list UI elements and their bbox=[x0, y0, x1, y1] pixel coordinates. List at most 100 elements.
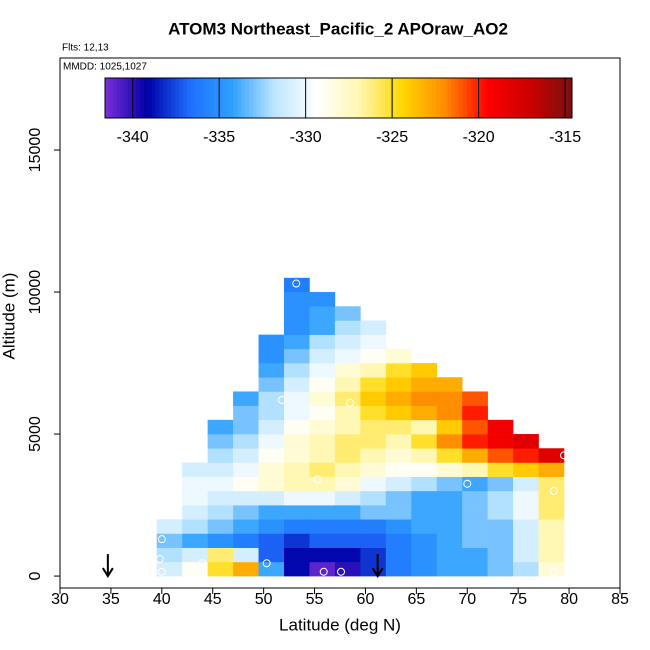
cell bbox=[309, 561, 336, 577]
cell bbox=[207, 490, 234, 506]
x-tick-label: 45 bbox=[204, 591, 222, 608]
cell bbox=[156, 561, 183, 577]
cell bbox=[436, 434, 463, 449]
cell bbox=[538, 476, 565, 492]
cell bbox=[360, 334, 387, 350]
cell bbox=[284, 448, 310, 463]
arrow-head bbox=[371, 567, 384, 578]
colorbar-tick-label: -325 bbox=[376, 129, 408, 146]
colorbar-swatch bbox=[552, 78, 557, 118]
colorbar-swatch bbox=[159, 78, 164, 118]
cell bbox=[462, 505, 488, 520]
colorbar-swatch bbox=[108, 78, 114, 118]
cell bbox=[309, 391, 336, 406]
cell bbox=[360, 519, 387, 534]
colorbar-swatch bbox=[443, 78, 448, 118]
cell bbox=[156, 519, 183, 534]
cell bbox=[411, 533, 438, 548]
colorbar-swatch bbox=[420, 78, 425, 118]
profile-point bbox=[157, 567, 166, 576]
colorbar-swatch bbox=[509, 78, 515, 118]
colorbar-swatch bbox=[136, 78, 141, 118]
colorbar-swatch bbox=[536, 78, 542, 118]
cell bbox=[182, 547, 208, 563]
y-tick-label: 0 bbox=[27, 572, 44, 581]
cell bbox=[411, 434, 438, 449]
cell bbox=[207, 519, 234, 534]
cell bbox=[360, 405, 387, 421]
cell bbox=[284, 320, 310, 335]
arrow-head bbox=[102, 567, 114, 578]
cell bbox=[182, 519, 208, 534]
colorbar-swatch bbox=[315, 78, 320, 118]
colorbar-swatch bbox=[568, 78, 573, 118]
colorbar-swatch bbox=[424, 78, 429, 118]
cell bbox=[436, 505, 463, 520]
cell bbox=[436, 490, 463, 506]
cell bbox=[334, 490, 361, 506]
cell bbox=[385, 476, 412, 492]
cell bbox=[284, 434, 310, 449]
cell bbox=[233, 519, 259, 534]
cell bbox=[538, 448, 565, 463]
cell bbox=[233, 419, 259, 435]
cell bbox=[258, 561, 285, 577]
cell bbox=[309, 434, 336, 449]
colorbar-swatch bbox=[439, 78, 445, 118]
chart-title: ATOM3 Northeast_Pacific_2 APOraw_AO2 bbox=[168, 19, 508, 38]
cell bbox=[258, 448, 285, 463]
arrow bbox=[371, 554, 384, 578]
cell bbox=[207, 462, 234, 477]
colorbar-swatch bbox=[284, 78, 289, 118]
cell bbox=[182, 533, 208, 548]
cell bbox=[284, 348, 310, 364]
cell bbox=[436, 561, 463, 577]
cell bbox=[258, 363, 285, 378]
cell bbox=[334, 462, 361, 477]
cell bbox=[284, 547, 310, 563]
colorbar-swatch bbox=[455, 78, 460, 118]
cell bbox=[360, 505, 387, 520]
profile-point bbox=[313, 475, 322, 484]
cell bbox=[360, 434, 387, 449]
profile-point bbox=[549, 567, 558, 576]
annotation: MMDD: 1025,1027 bbox=[63, 62, 147, 73]
subtitle: Flts: 12,13 bbox=[62, 43, 109, 54]
colorbar-swatch bbox=[190, 78, 196, 118]
cell bbox=[182, 476, 208, 492]
cell bbox=[360, 377, 387, 392]
colorbar-swatch bbox=[151, 78, 157, 118]
colorbar-swatch bbox=[350, 78, 355, 118]
cell bbox=[436, 462, 463, 477]
cell bbox=[385, 561, 412, 577]
colorbar-swatch bbox=[116, 78, 122, 118]
colorbar-swatch bbox=[143, 78, 149, 118]
colorbar-swatch bbox=[474, 78, 480, 118]
cell bbox=[334, 306, 361, 321]
cell bbox=[411, 363, 438, 378]
cell bbox=[462, 476, 488, 492]
colorbar-swatch bbox=[494, 78, 499, 118]
colorbar-swatch bbox=[525, 78, 530, 118]
cell bbox=[513, 505, 539, 520]
colorbar-swatch bbox=[225, 78, 231, 118]
colorbar-swatch bbox=[167, 78, 172, 118]
cell bbox=[207, 476, 234, 492]
arrow bbox=[102, 554, 114, 578]
colorbar-swatch bbox=[392, 78, 398, 118]
colorbar-swatch bbox=[334, 78, 339, 118]
colorbar-tick-label: -335 bbox=[203, 129, 235, 146]
profile-point bbox=[560, 451, 568, 460]
colorbar-swatch bbox=[206, 78, 211, 118]
colorbar-swatch bbox=[564, 78, 569, 118]
colorbar-swatch bbox=[186, 78, 192, 118]
cell bbox=[309, 363, 336, 378]
colorbar-swatch bbox=[459, 78, 464, 118]
cell bbox=[513, 434, 539, 449]
cell bbox=[513, 448, 539, 463]
cell bbox=[360, 391, 387, 406]
x-tick-label: 55 bbox=[306, 591, 324, 608]
colorbar-swatch bbox=[533, 78, 538, 118]
cell bbox=[334, 419, 361, 435]
